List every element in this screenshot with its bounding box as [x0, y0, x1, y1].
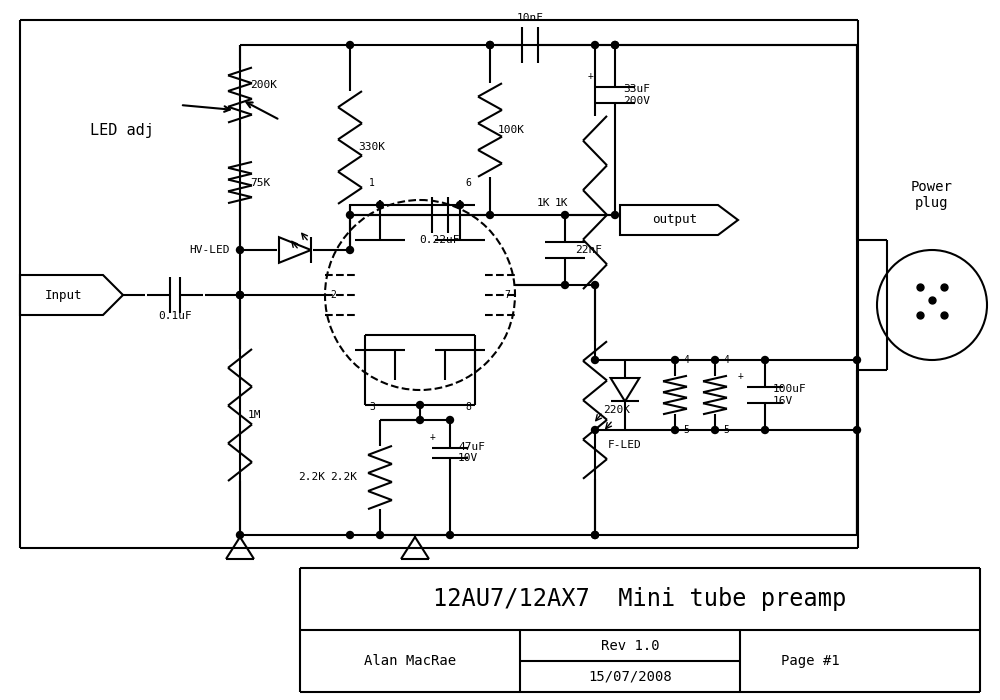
- Circle shape: [237, 246, 244, 253]
- Text: 5: 5: [723, 425, 729, 435]
- Text: 1M: 1M: [248, 410, 262, 420]
- Circle shape: [416, 416, 424, 424]
- Circle shape: [762, 356, 768, 363]
- Circle shape: [612, 41, 618, 48]
- Text: 5: 5: [683, 425, 689, 435]
- Circle shape: [456, 202, 464, 209]
- Text: 10nF: 10nF: [516, 13, 544, 23]
- Circle shape: [592, 531, 598, 538]
- Text: 100K: 100K: [498, 125, 525, 135]
- Text: 0.22uF: 0.22uF: [420, 235, 460, 245]
- Text: +: +: [587, 71, 593, 81]
- Circle shape: [592, 281, 598, 288]
- Circle shape: [237, 291, 244, 298]
- Circle shape: [672, 356, 678, 363]
- Text: F-LED: F-LED: [608, 440, 642, 450]
- Circle shape: [592, 356, 598, 363]
- Text: 0.1uF: 0.1uF: [158, 311, 192, 321]
- Circle shape: [592, 426, 598, 433]
- Circle shape: [712, 426, 718, 433]
- Text: 8: 8: [465, 402, 471, 412]
- Circle shape: [612, 211, 618, 218]
- Text: 200K: 200K: [250, 80, 277, 90]
- Text: 4: 4: [723, 355, 729, 365]
- Text: 47uF
10V: 47uF 10V: [458, 442, 485, 463]
- Text: Input: Input: [45, 288, 83, 302]
- Circle shape: [446, 531, 454, 538]
- Text: 1K: 1K: [555, 197, 568, 207]
- Text: 4: 4: [683, 355, 689, 365]
- Text: 12AU7/12AX7  Mini tube preamp: 12AU7/12AX7 Mini tube preamp: [433, 587, 847, 611]
- Circle shape: [347, 211, 354, 218]
- Circle shape: [486, 211, 494, 218]
- Text: Page #1: Page #1: [781, 654, 839, 668]
- Text: 15/07/2008: 15/07/2008: [588, 669, 672, 683]
- Text: 3: 3: [369, 402, 375, 412]
- Text: HV-LED: HV-LED: [190, 245, 230, 255]
- Text: 75K: 75K: [250, 178, 270, 188]
- Circle shape: [237, 291, 244, 298]
- Text: 2: 2: [330, 290, 336, 300]
- Circle shape: [854, 356, 860, 363]
- Circle shape: [712, 356, 718, 363]
- Circle shape: [612, 41, 618, 48]
- Text: 7: 7: [504, 290, 510, 300]
- Text: 100uF
16V: 100uF 16V: [773, 384, 807, 406]
- Text: 1K: 1K: [536, 197, 550, 207]
- Text: 6: 6: [465, 178, 471, 188]
- Circle shape: [347, 246, 354, 253]
- Circle shape: [446, 416, 454, 424]
- Text: output: output: [652, 214, 698, 227]
- Circle shape: [486, 41, 494, 48]
- Text: +: +: [430, 431, 436, 442]
- Text: +: +: [737, 371, 743, 381]
- Text: 1: 1: [369, 178, 375, 188]
- Circle shape: [237, 531, 244, 538]
- Text: Power
plug: Power plug: [911, 180, 953, 210]
- Circle shape: [376, 531, 384, 538]
- Circle shape: [562, 281, 568, 288]
- Text: LED adj: LED adj: [90, 122, 154, 137]
- Circle shape: [562, 211, 568, 218]
- Text: 220K: 220K: [603, 405, 630, 415]
- Circle shape: [762, 426, 768, 433]
- Circle shape: [854, 426, 860, 433]
- Text: 330K: 330K: [358, 143, 385, 153]
- Circle shape: [592, 531, 598, 538]
- Circle shape: [347, 531, 354, 538]
- Circle shape: [416, 402, 424, 409]
- Text: 22nF: 22nF: [575, 245, 602, 255]
- Text: Rev 1.0: Rev 1.0: [601, 638, 659, 652]
- Circle shape: [592, 41, 598, 48]
- Text: 2.2K: 2.2K: [330, 473, 357, 482]
- Circle shape: [486, 41, 494, 48]
- Circle shape: [376, 202, 384, 209]
- Text: Alan MacRae: Alan MacRae: [364, 654, 456, 668]
- Circle shape: [347, 41, 354, 48]
- Text: 2.2K: 2.2K: [298, 473, 325, 482]
- Circle shape: [672, 426, 678, 433]
- Text: 33uF
200V: 33uF 200V: [623, 84, 650, 106]
